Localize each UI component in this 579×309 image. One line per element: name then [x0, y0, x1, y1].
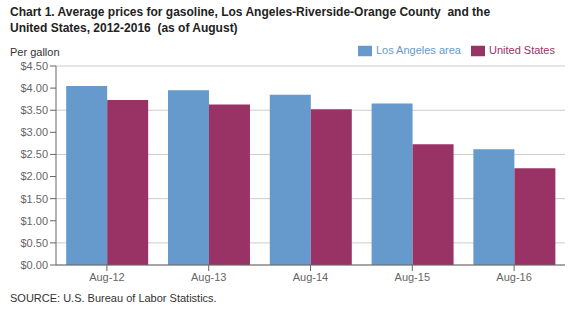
svg-text:Aug-15: Aug-15	[395, 271, 430, 283]
svg-text:$4.00: $4.00	[20, 82, 48, 94]
svg-text:$0.50: $0.50	[20, 237, 48, 249]
html-text:Los Angeles area: Los Angeles area	[375, 44, 461, 56]
html-text:United States: United States	[489, 44, 555, 56]
svg-text:Aug-14: Aug-14	[293, 271, 328, 283]
svg-text:Aug-12: Aug-12	[89, 271, 124, 283]
html-text:United States, 2012-2016 (as o: United States, 2012-2016 (as of August)	[10, 21, 238, 35]
svg-text:$2.00: $2.00	[20, 170, 48, 182]
svg-text:$3.00: $3.00	[20, 126, 48, 138]
html-text:Per gallon: Per gallon	[10, 46, 60, 58]
html-text:SOURCE: U.S. Bureau of Labor S: SOURCE: U.S. Bureau of Labor Statistics.	[10, 292, 217, 304]
svg-text:$2.50: $2.50	[20, 148, 48, 160]
html-text:Chart 1. Average prices for ga: Chart 1. Average prices for gasoline, Lo…	[10, 5, 491, 19]
svg-text:$3.50: $3.50	[20, 104, 48, 116]
svg-text:$1.50: $1.50	[20, 193, 48, 205]
svg-text:$1.00: $1.00	[20, 215, 48, 227]
svg-text:$0.00: $0.00	[20, 259, 48, 271]
svg-text:$4.50: $4.50	[20, 60, 48, 72]
svg-text:Aug-13: Aug-13	[191, 271, 226, 283]
svg-text:Aug-16: Aug-16	[496, 271, 531, 283]
